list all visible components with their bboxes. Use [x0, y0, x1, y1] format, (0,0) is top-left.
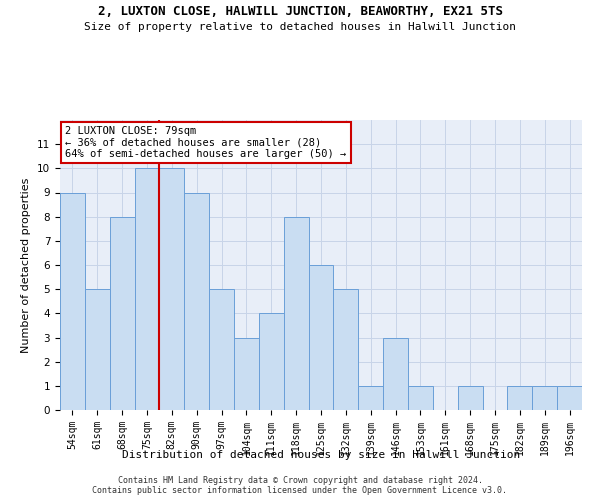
Bar [160, 168, 184, 410]
Text: 2, LUXTON CLOSE, HALWILL JUNCTION, BEAWORTHY, EX21 5TS: 2, LUXTON CLOSE, HALWILL JUNCTION, BEAWO… [97, 5, 503, 18]
Bar [209, 289, 234, 410]
Text: Contains HM Land Registry data © Crown copyright and database right 2024.
Contai: Contains HM Land Registry data © Crown c… [92, 476, 508, 495]
Bar [184, 192, 209, 410]
Bar [259, 314, 284, 410]
Text: Distribution of detached houses by size in Halwill Junction: Distribution of detached houses by size … [122, 450, 520, 460]
Bar [134, 168, 160, 410]
Y-axis label: Number of detached properties: Number of detached properties [22, 178, 31, 352]
Bar [284, 216, 308, 410]
Bar [234, 338, 259, 410]
Bar [358, 386, 383, 410]
Bar [408, 386, 433, 410]
Bar [508, 386, 532, 410]
Bar [532, 386, 557, 410]
Bar [334, 289, 358, 410]
Text: Size of property relative to detached houses in Halwill Junction: Size of property relative to detached ho… [84, 22, 516, 32]
Bar [110, 216, 134, 410]
Bar [458, 386, 482, 410]
Text: 2 LUXTON CLOSE: 79sqm
← 36% of detached houses are smaller (28)
64% of semi-deta: 2 LUXTON CLOSE: 79sqm ← 36% of detached … [65, 126, 346, 159]
Bar [85, 289, 110, 410]
Bar [60, 192, 85, 410]
Bar [557, 386, 582, 410]
Bar [383, 338, 408, 410]
Bar [308, 265, 334, 410]
